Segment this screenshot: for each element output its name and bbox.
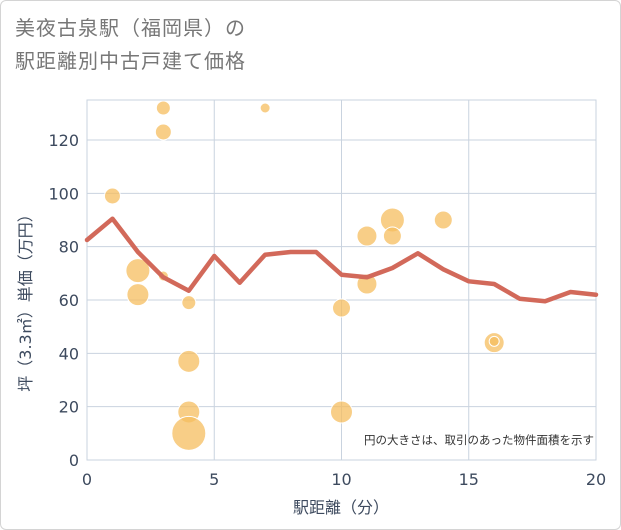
bubble-point <box>154 123 172 141</box>
y-tick-label: 20 <box>59 398 79 417</box>
chart-title-line1: 美夜古泉駅（福岡県）の <box>15 16 246 40</box>
size-note: 円の大きさは、取引のあった物件面積を示す <box>364 433 594 447</box>
bubble-point <box>332 298 351 318</box>
y-tick-label: 120 <box>48 131 79 150</box>
bubble-point <box>259 102 271 114</box>
bubble-layer <box>103 100 505 451</box>
bubble-point <box>356 225 378 247</box>
bubble-point <box>382 226 402 246</box>
y-tick-label: 100 <box>48 184 79 203</box>
bubble-point <box>181 295 197 311</box>
chart-title: 美夜古泉駅（福岡県）の 駅距離別中古戸建て価格 <box>15 12 246 78</box>
y-tick-label: 0 <box>69 451 79 470</box>
x-tick-label: 10 <box>331 470 351 489</box>
x-tick-label: 15 <box>459 470 479 489</box>
bubble-point <box>433 210 453 230</box>
y-tick-label: 60 <box>59 291 79 310</box>
bubble-point <box>488 335 500 347</box>
bubble-point <box>177 349 201 373</box>
chart-title-line2: 駅距離別中古戸建て価格 <box>15 49 246 73</box>
bubble-point <box>155 100 171 116</box>
bubble-point <box>125 258 151 284</box>
tick-labels: 0 5 10 15 20 0 20 40 60 80 100 120 <box>48 131 606 489</box>
bubble-point <box>171 415 207 451</box>
y-tick-label: 40 <box>59 344 79 363</box>
x-axis-title: 駅距離（分） <box>293 498 389 517</box>
average-price-line <box>84 216 599 304</box>
y-tick-label: 80 <box>59 238 79 257</box>
x-tick-label: 5 <box>209 470 219 489</box>
y-axis-title: 坪（3.3㎡）単価（万円） <box>16 206 35 391</box>
line-layer <box>84 216 599 304</box>
x-tick-label: 0 <box>82 470 92 489</box>
bubble-point <box>330 400 353 424</box>
bubble-point <box>126 283 150 307</box>
bubble-point <box>103 187 121 205</box>
x-tick-label: 20 <box>586 470 606 489</box>
